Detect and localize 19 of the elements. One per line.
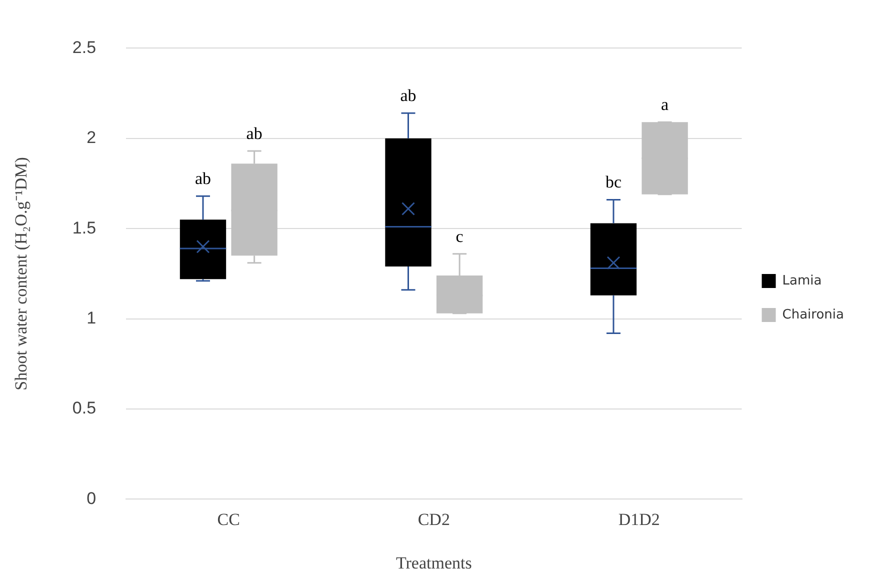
y-tick-label: 1 bbox=[86, 308, 96, 328]
annotation: ab bbox=[194, 169, 212, 188]
x-tick-label: D1D2 bbox=[618, 510, 660, 529]
x-axis-title: Treatments bbox=[396, 553, 472, 572]
y-tick-label: 2 bbox=[86, 128, 96, 148]
annotation: ab bbox=[246, 124, 262, 143]
y-tick-label: 2.5 bbox=[72, 38, 96, 57]
x-tick-label: CC bbox=[217, 510, 240, 529]
annotation: bc bbox=[605, 172, 622, 192]
legend-label: Lamia bbox=[782, 273, 822, 288]
annotation: c bbox=[456, 226, 464, 246]
annotation: a bbox=[661, 95, 670, 114]
x-tick-label: CD2 bbox=[418, 510, 450, 529]
legend-label: Chaironia bbox=[782, 307, 844, 322]
y-tick-label: 0 bbox=[86, 488, 96, 508]
annotation: ab bbox=[400, 86, 416, 106]
y-tick-label: 0.5 bbox=[72, 398, 96, 418]
y-axis-title: Shoot water content (H₂O.g⁻¹DM) bbox=[12, 157, 31, 390]
y-tick-label: 1.5 bbox=[72, 218, 96, 238]
